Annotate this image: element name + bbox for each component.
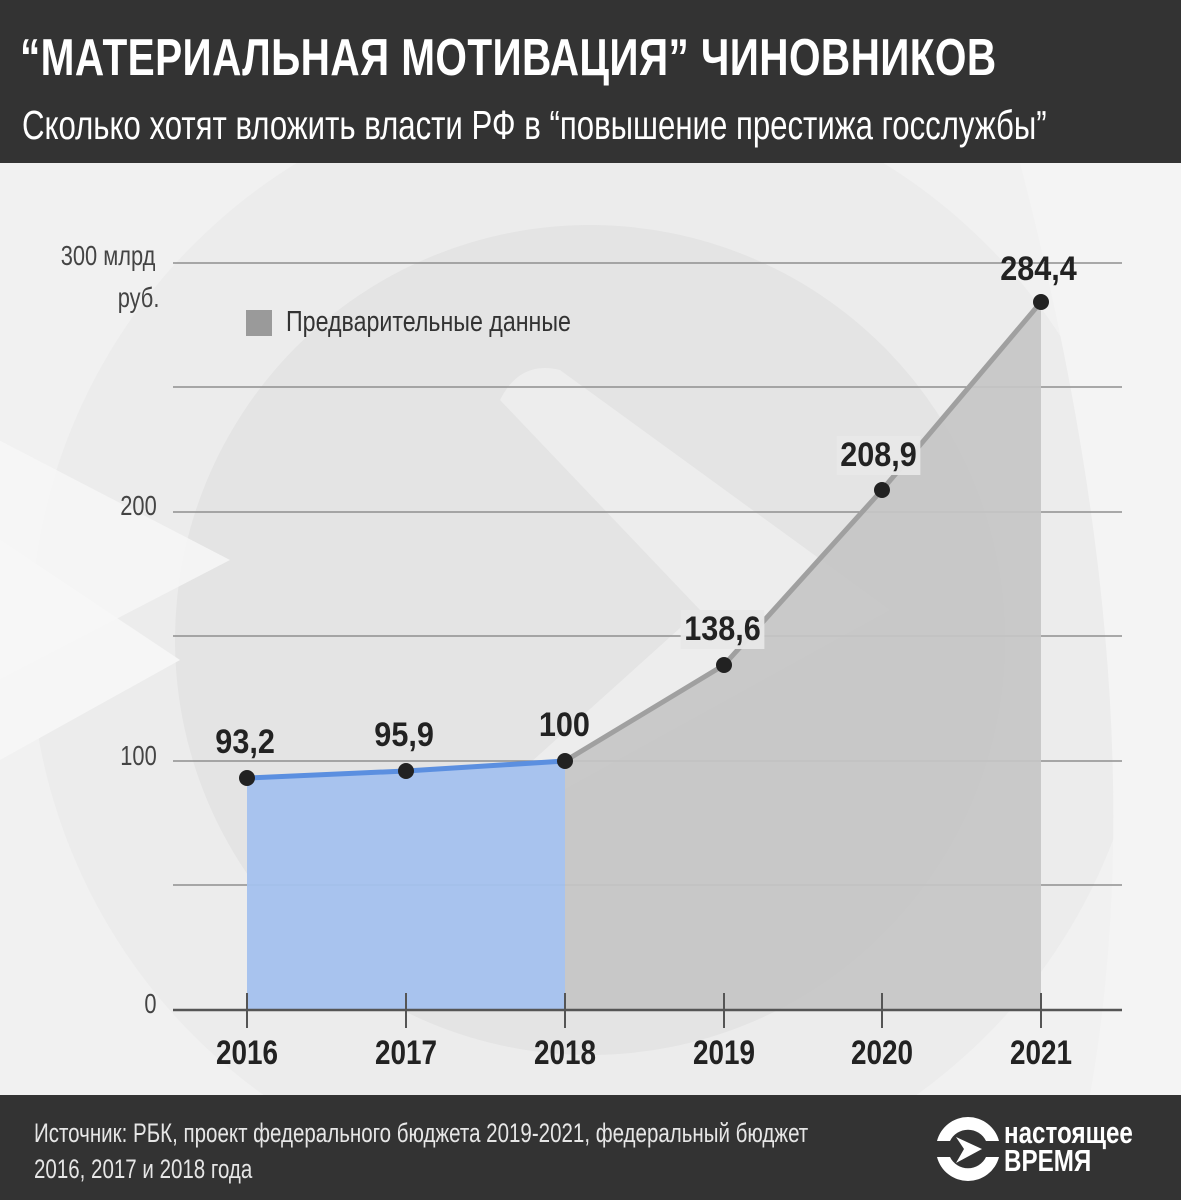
logo-text: настоящее время [1004,1115,1133,1178]
brand-logo: настоящее время [932,1113,1172,1183]
x-tick-2017: 2017 [374,1034,438,1072]
legend-label-forecast: Предварительные данные [286,306,571,338]
value-label-2016: 93,2 [215,723,275,761]
play-arrow-logo-icon [937,1117,999,1181]
y-unit-label: руб. [117,282,159,313]
x-tick-2018: 2018 [533,1034,597,1072]
point-2016 [239,770,255,786]
y-tick-0: 0 [144,988,157,1019]
value-label-2020: 208,9 [836,436,921,475]
chart-subtitle: Сколько хотят вложить власти РФ в “повыш… [22,102,1047,148]
logo-line-1: настоящее [1004,1115,1133,1150]
source-line-2: 2016, 2017 и 2018 года [34,1154,253,1184]
footer: Источник: РБК, проект федерального бюдже… [0,1095,1181,1200]
x-tick-2021: 2021 [1009,1034,1073,1072]
point-2020 [874,482,890,498]
chart-area [0,163,1181,1095]
actual-area [247,761,565,1010]
point-2017 [398,763,414,779]
legend-swatch-forecast [246,310,272,336]
y-tick-300: 300 млрд [60,240,155,271]
point-2018 [557,753,573,769]
chart-title: “МАТЕРИАЛЬНАЯ МОТИВАЦИЯ” ЧИНОВНИКОВ [20,29,997,87]
y-tick-200: 200 [120,490,157,521]
point-2021 [1033,294,1049,310]
data-points [239,294,1049,786]
value-label-2017: 95,9 [374,716,434,754]
x-tick-2020: 2020 [850,1034,914,1072]
x-tick-2016: 2016 [215,1034,279,1072]
logo-line-2: время [1004,1143,1092,1178]
header: “МАТЕРИАЛЬНАЯ МОТИВАЦИЯ” ЧИНОВНИКОВ Скол… [0,0,1181,163]
value-label-2018: 100 [538,706,590,744]
forecast-line [563,300,1043,764]
y-tick-100: 100 [120,740,157,771]
x-ticks [246,993,1042,1028]
area-chart [0,163,1181,1095]
source-text: Источник: РБК, проект федерального бюдже… [34,1115,808,1187]
x-tick-2019: 2019 [692,1034,756,1072]
value-label-2021: 284,4 [1000,250,1077,288]
point-2019 [716,657,732,673]
source-line-1: Источник: РБК, проект федерального бюдже… [34,1118,809,1148]
value-label-2019: 138,6 [680,610,765,649]
forecast-area [565,302,1041,1010]
